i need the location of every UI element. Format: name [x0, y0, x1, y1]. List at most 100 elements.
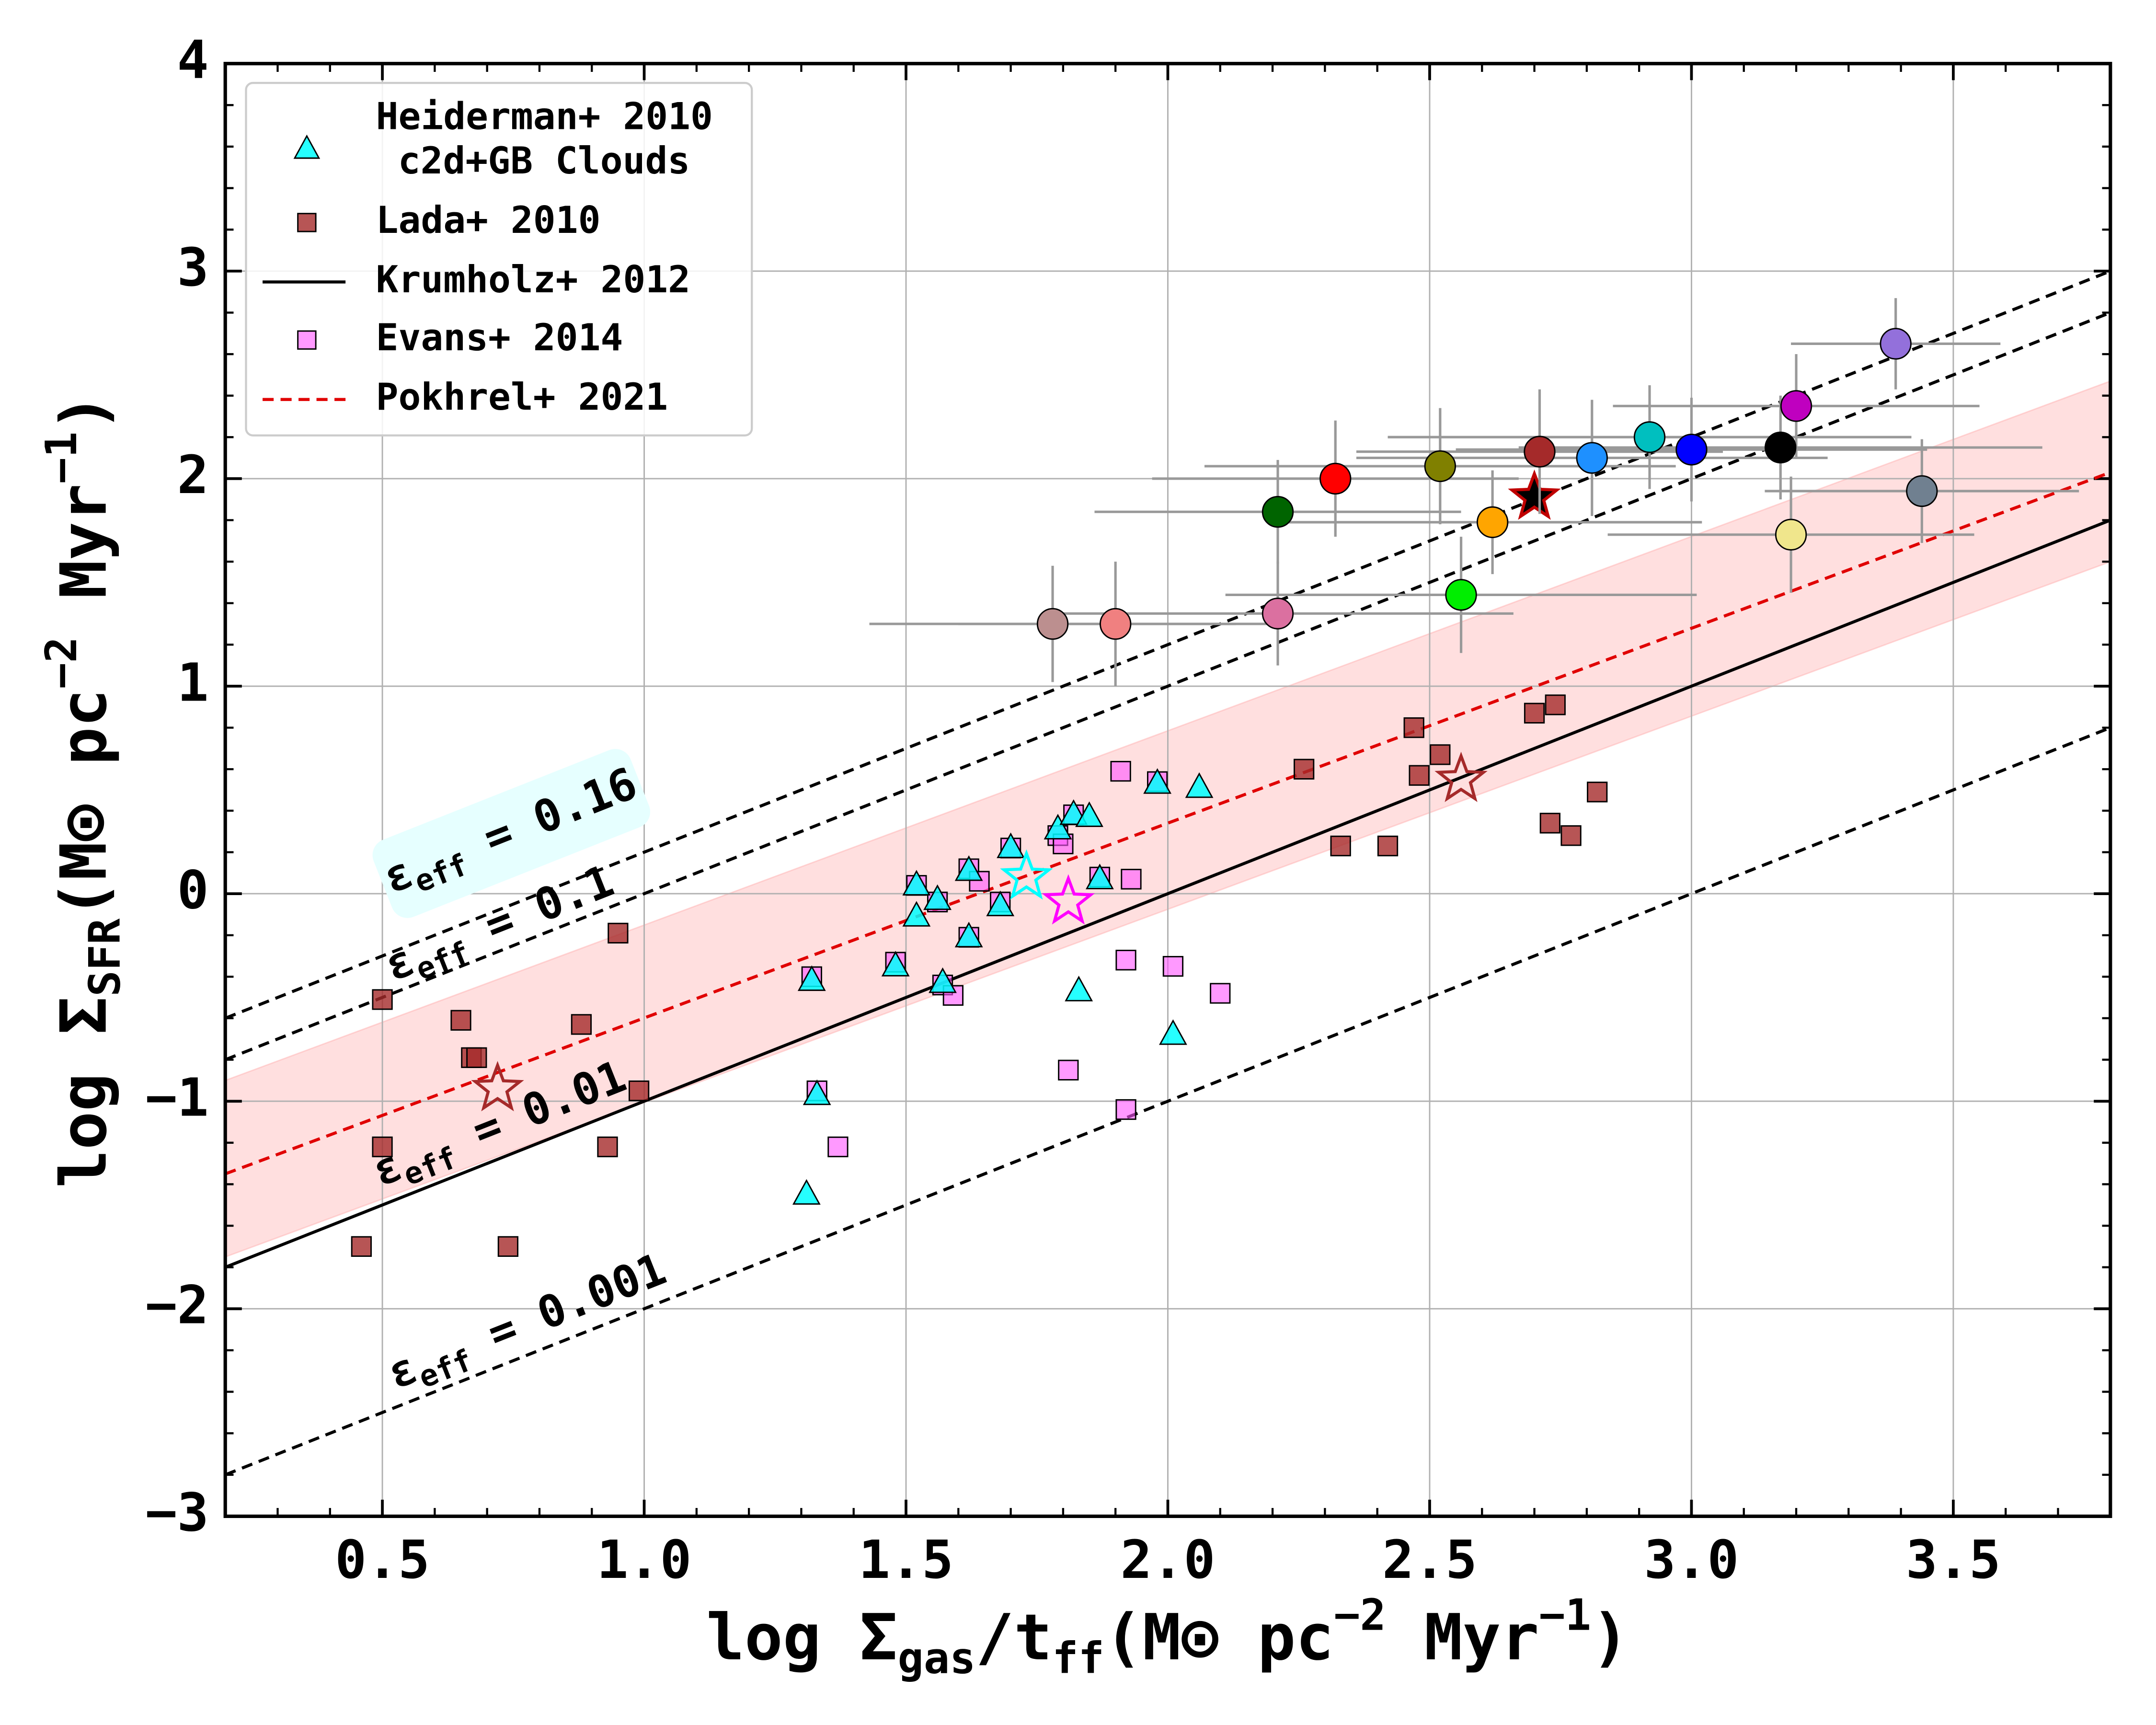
x-tick-label: 3.0	[1644, 1529, 1739, 1590]
square-marker	[1058, 1059, 1079, 1081]
triangle-marker	[1143, 768, 1172, 794]
circle-marker	[1675, 434, 1708, 466]
y-axis-label-part: Myr	[47, 483, 121, 637]
legend-label: Krumholz+ 2012	[376, 258, 690, 301]
square-marker	[372, 1136, 393, 1158]
circle-marker	[1036, 608, 1069, 640]
x-axis-label-part: log Σ	[706, 1601, 897, 1675]
circle-marker	[1780, 390, 1812, 422]
triangle-marker	[902, 870, 931, 896]
triangle-marker	[1075, 801, 1103, 827]
legend-label: Lada+ 2010	[376, 199, 601, 242]
y-axis-label-part: SFR	[80, 918, 130, 997]
star-marker	[1434, 751, 1488, 802]
x-tick-label: 0.5	[335, 1529, 430, 1590]
triangle-marker	[797, 965, 826, 991]
square-marker	[1210, 983, 1231, 1004]
triangle-marker	[1065, 976, 1093, 1001]
legend-box	[245, 81, 753, 437]
circle-marker	[1261, 496, 1294, 528]
square-marker	[351, 1236, 372, 1257]
x-tick-label: 1.0	[597, 1529, 692, 1590]
y-axis-label-part: log Σ	[47, 997, 121, 1188]
square-marker	[1409, 765, 1430, 786]
legend-label: Pokhrel+ 2021	[376, 376, 668, 419]
square-marker	[597, 1136, 618, 1158]
circle-marker	[1476, 506, 1509, 539]
square-marker	[372, 989, 393, 1010]
y-axis-label-part: −1	[36, 432, 87, 484]
x-axis-label-part: (M⊙ pc	[1104, 1601, 1334, 1675]
annotation-box	[372, 749, 651, 918]
square-marker	[1115, 1099, 1136, 1120]
square-marker	[1524, 702, 1545, 724]
y-axis-label-part: (M⊙ pc	[47, 689, 121, 919]
square-marker	[1539, 813, 1560, 834]
triangle-marker	[1086, 863, 1114, 889]
y-tick-label: 0	[177, 859, 209, 920]
triangle-marker	[803, 1079, 831, 1105]
y-tick-label: 1	[177, 652, 209, 713]
x-axis-label-part: ff	[1052, 1633, 1104, 1684]
y-tick-label: 3	[177, 237, 209, 298]
circle-marker	[1524, 436, 1556, 468]
square-marker	[1121, 869, 1142, 890]
square-marker	[571, 1014, 592, 1035]
triangle-marker	[929, 967, 957, 993]
square-marker	[1560, 825, 1582, 846]
circle-marker	[1880, 328, 1912, 360]
legend-label: Heiderman+ 2010	[376, 95, 713, 138]
square-marker	[1294, 759, 1315, 780]
triangle-marker	[1185, 772, 1214, 798]
triangle-marker	[997, 832, 1025, 858]
square-marker	[1403, 717, 1424, 738]
model-line	[225, 471, 2111, 1175]
x-axis-label-part: −1	[1539, 1590, 1591, 1640]
circle-marker	[1100, 608, 1132, 640]
circle-marker	[1765, 431, 1797, 464]
x-axis-label-part: Myr	[1386, 1601, 1539, 1675]
circle-marker	[1633, 421, 1666, 453]
x-tick-label: 2.5	[1382, 1529, 1477, 1590]
circle-marker	[1445, 579, 1477, 611]
y-tick-label: −1	[146, 1067, 209, 1128]
x-tick-label: 3.5	[1906, 1529, 2001, 1590]
triangle-marker	[954, 855, 983, 881]
legend-label: Evans+ 2014	[376, 316, 623, 359]
y-tick-label: 2	[177, 444, 209, 506]
x-tick-label: 1.5	[859, 1529, 953, 1590]
square-marker	[608, 922, 629, 944]
star-marker	[1508, 469, 1561, 520]
square-marker	[1330, 835, 1351, 857]
circle-marker	[1576, 442, 1608, 474]
circle-marker	[1906, 475, 1938, 507]
square-marker	[827, 1136, 849, 1158]
star-marker	[471, 1061, 524, 1112]
square-marker	[1545, 694, 1566, 715]
star-marker	[1000, 849, 1053, 900]
triangle-marker	[1159, 1019, 1187, 1045]
x-axis-label-part: gas	[898, 1633, 976, 1684]
x-tick-label: 2.0	[1121, 1529, 1216, 1590]
plot-frame	[223, 62, 2112, 1518]
x-axis-label-part: −2	[1334, 1590, 1386, 1640]
model-line	[225, 726, 2111, 1476]
legend-label: c2d+GB Clouds	[398, 139, 690, 183]
x-axis-label-part: /t	[975, 1601, 1052, 1675]
y-tick-label: 4	[177, 29, 209, 91]
triangle-marker	[954, 921, 983, 948]
circle-marker	[1319, 462, 1352, 495]
legend-marker	[293, 134, 321, 159]
square-marker	[628, 1080, 650, 1102]
y-tick-label: −2	[146, 1275, 209, 1336]
triangle-marker	[923, 884, 952, 910]
square-marker	[1162, 956, 1184, 977]
square-marker	[1115, 950, 1136, 971]
circle-marker	[1424, 450, 1456, 483]
triangle-marker	[1044, 814, 1072, 840]
square-marker	[497, 1236, 519, 1257]
square-marker	[1110, 760, 1131, 782]
circle-marker	[1775, 518, 1807, 551]
